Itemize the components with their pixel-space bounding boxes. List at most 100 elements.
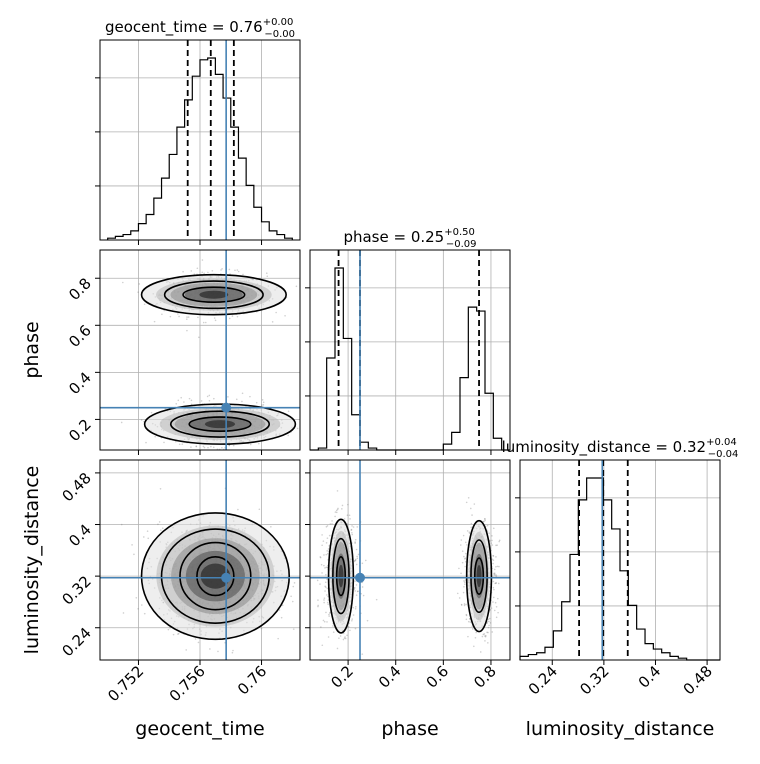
scatter-distance-vs-geocent-time-point xyxy=(133,553,135,556)
scatter-phase-vs-geocent-time-point xyxy=(137,291,139,293)
scatter-distance-vs-phase-point xyxy=(336,490,339,492)
scatter-distance-vs-phase-point xyxy=(464,579,467,581)
scatter-distance-vs-phase-point xyxy=(329,612,331,614)
scatter-distance-vs-phase-point xyxy=(486,631,488,634)
scatter-distance-vs-phase-point xyxy=(347,503,349,506)
scatter-distance-vs-phase-point xyxy=(352,614,355,616)
scatter-phase-vs-geocent-time-point xyxy=(201,271,204,274)
scatter-distance-vs-phase-point xyxy=(493,572,495,575)
scatter-distance-vs-phase-point xyxy=(465,501,468,504)
scatter-distance-vs-phase-point xyxy=(498,540,500,543)
hist-geocent-time-histogram xyxy=(107,57,293,240)
scatter-distance-vs-phase-point xyxy=(492,586,495,589)
scatter-distance-vs-geocent-time-point xyxy=(197,641,200,644)
scatter-distance-vs-geocent-time-density-shade xyxy=(200,563,231,589)
scatter-distance-vs-phase-point xyxy=(327,548,330,550)
scatter-distance-vs-geocent-time-point xyxy=(292,628,295,630)
scatter-distance-vs-phase-point xyxy=(464,557,467,559)
scatter-distance-vs-phase-point xyxy=(324,590,326,592)
scatter-phase-vs-geocent-time-density-shade xyxy=(204,420,236,429)
hist-phase-title: phase = 0.25+0.50 −0.09 xyxy=(343,227,476,250)
scatter-distance-vs-geocent-time-point xyxy=(159,487,162,490)
scatter-distance-vs-phase-point xyxy=(463,555,465,558)
scatter-distance-vs-phase-point xyxy=(323,601,325,604)
hist-geocent-time-title: geocent_time = 0.76+0.00 −0.00 xyxy=(105,17,295,40)
scatter-distance-vs-phase-point xyxy=(483,633,486,635)
scatter-distance-vs-geocent-time-point xyxy=(260,627,263,630)
scatter-distance-vs-geocent-time-xtick-label: 0.76 xyxy=(234,662,270,698)
scatter-phase-vs-geocent-time-point xyxy=(211,269,214,272)
scatter-distance-vs-geocent-time-point xyxy=(172,633,175,636)
scatter-distance-vs-phase-point xyxy=(322,619,325,622)
scatter-phase-vs-geocent-time-point xyxy=(235,398,238,401)
scatter-distance-vs-phase-point xyxy=(326,550,328,552)
scatter-distance-vs-phase-point xyxy=(351,532,353,534)
scatter-distance-vs-geocent-time-ytick-label: 0.24 xyxy=(58,624,94,660)
hist-phase-frame xyxy=(309,249,511,451)
scatter-distance-vs-phase-point xyxy=(463,580,465,582)
scatter-phase-vs-geocent-time-point xyxy=(262,401,265,404)
scatter-phase-vs-geocent-time-ytick-label: 0.2 xyxy=(65,416,95,446)
scatter-phase-vs-geocent-time-contour xyxy=(188,416,252,432)
scatter-phase-vs-geocent-time-point xyxy=(228,317,231,320)
scatter-distance-vs-phase-point xyxy=(496,544,498,546)
scatter-phase-vs-geocent-time-ytick-label: 0.4 xyxy=(65,368,95,398)
scatter-distance-vs-phase-point xyxy=(484,640,486,642)
scatter-distance-vs-phase-point xyxy=(316,579,319,582)
x-axis-label-luminosity-distance: luminosity_distance xyxy=(526,718,715,740)
scatter-distance-vs-geocent-time-point xyxy=(277,637,279,640)
scatter-distance-vs-phase-point xyxy=(466,544,468,546)
scatter-phase-vs-geocent-time-point xyxy=(203,446,206,449)
scatter-phase-vs-geocent-time-contour xyxy=(169,410,271,438)
scatter-phase-vs-geocent-time-point xyxy=(208,399,211,402)
scatter-distance-vs-geocent-time-point xyxy=(142,536,145,538)
scatter-distance-vs-phase-point xyxy=(325,525,328,528)
scatter-distance-vs-phase-point xyxy=(346,514,349,517)
scatter-distance-vs-phase-point xyxy=(492,562,494,565)
scatter-phase-vs-geocent-time-point xyxy=(195,445,198,447)
scatter-distance-vs-phase-contour xyxy=(470,539,488,614)
scatter-phase-vs-geocent-time-point xyxy=(213,317,216,319)
scatter-distance-vs-geocent-time-point xyxy=(140,604,143,606)
scatter-phase-vs-geocent-time-point xyxy=(195,445,198,448)
scatter-distance-vs-phase-point xyxy=(492,527,495,530)
scatter-phase-vs-geocent-time-point xyxy=(204,321,207,324)
scatter-distance-vs-phase-point xyxy=(465,614,468,617)
scatter-distance-vs-phase-point xyxy=(323,620,326,623)
scatter-distance-vs-phase-point xyxy=(336,508,339,511)
scatter-phase-vs-geocent-time-point xyxy=(262,404,265,406)
scatter-distance-vs-phase-point xyxy=(323,564,325,567)
scatter-phase-vs-geocent-time-point xyxy=(221,267,223,270)
scatter-distance-vs-phase-point xyxy=(474,637,477,639)
scatter-distance-vs-phase-truth-marker xyxy=(355,572,365,583)
scatter-distance-vs-phase-point xyxy=(325,611,327,614)
scatter-phase-vs-geocent-time-point xyxy=(249,395,251,398)
scatter-distance-vs-phase-point xyxy=(464,560,467,563)
scatter-distance-vs-phase-point xyxy=(334,511,337,513)
scatter-phase-vs-geocent-time-point xyxy=(182,270,184,273)
scatter-distance-vs-phase-point xyxy=(465,552,467,555)
scatter-distance-vs-geocent-time-point xyxy=(143,612,146,615)
scatter-distance-vs-phase-point xyxy=(481,635,484,638)
scatter-distance-vs-phase-point xyxy=(351,525,353,527)
scatter-distance-vs-geocent-time-point xyxy=(120,523,123,526)
scatter-phase-vs-geocent-time-point xyxy=(183,401,185,403)
scatter-phase-vs-geocent-time-point xyxy=(249,443,252,446)
scatter-distance-vs-phase-point xyxy=(320,563,323,566)
scatter-distance-vs-phase-contour xyxy=(327,518,355,634)
scatter-distance-vs-phase-point xyxy=(494,601,497,604)
scatter-distance-vs-phase-point xyxy=(475,631,477,634)
scatter-distance-vs-phase-point xyxy=(491,544,494,546)
scatter-distance-vs-phase-point xyxy=(334,515,336,518)
scatter-distance-vs-phase-point xyxy=(465,603,467,606)
scatter-distance-vs-phase-density-shade xyxy=(476,565,482,588)
hist-luminosity-distance-histogram xyxy=(519,477,720,661)
scatter-distance-vs-phase-point xyxy=(497,611,499,614)
scatter-distance-vs-phase-point xyxy=(461,561,464,564)
scatter-distance-vs-phase-point xyxy=(491,631,494,633)
scatter-distance-vs-geocent-time-point xyxy=(237,508,239,511)
scatter-phase-vs-geocent-time-point xyxy=(143,303,146,306)
scatter-distance-vs-phase-point xyxy=(325,542,328,544)
scatter-distance-vs-geocent-time-point xyxy=(158,521,161,523)
scatter-distance-vs-phase-point xyxy=(492,601,494,603)
